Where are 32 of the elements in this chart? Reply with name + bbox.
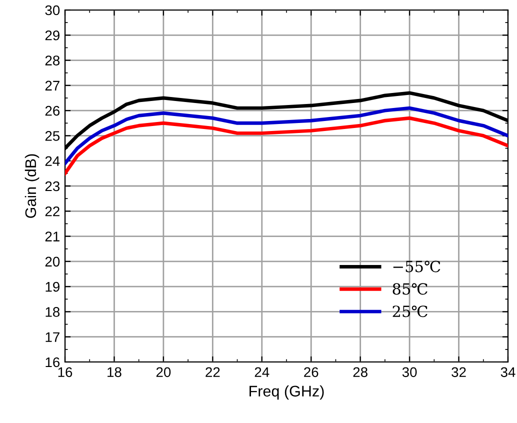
legend-label: 25℃ (392, 306, 428, 318)
x-tick-label: 20 (156, 367, 171, 378)
x-tick-label: 26 (304, 367, 318, 378)
y-tick-label: 19 (46, 282, 60, 292)
x-tick-label: 28 (353, 367, 368, 378)
line-series (65, 106, 508, 166)
y-tick-label: 20 (45, 256, 60, 267)
legend-label: 85℃ (392, 283, 428, 295)
x-tick-label: 16 (58, 367, 72, 378)
y-tick-label: 16 (46, 357, 60, 368)
legend-label: −55℃ (393, 260, 440, 272)
y-tick-label: 26 (45, 106, 60, 116)
y-tick-label: 23 (45, 181, 60, 192)
y-axis-title: Gain (dB) (24, 154, 40, 218)
y-tick-label: 18 (46, 307, 60, 317)
y-tick-label: 29 (45, 30, 60, 40)
x-tick-label: 24 (254, 367, 270, 377)
line-series (65, 116, 508, 176)
y-tick-label: 27 (45, 80, 60, 90)
x-tick-label: 34 (500, 367, 516, 378)
x-tick-label: 18 (108, 367, 122, 378)
y-tick-label: 28 (45, 56, 60, 66)
y-tick-label: 21 (45, 232, 60, 242)
x-axis-title: Freq (GHz) (250, 385, 324, 400)
x-tick-label: 22 (206, 367, 220, 377)
x-tick-label: 30 (402, 367, 417, 378)
x-tick-label: 32 (452, 367, 466, 378)
y-tick-label: 22 (45, 206, 60, 216)
y-tick-label: 24 (45, 156, 60, 166)
y-tick-label: 25 (45, 131, 60, 141)
y-tick-label: 17 (46, 332, 60, 342)
y-tick-label: 30 (45, 5, 60, 16)
